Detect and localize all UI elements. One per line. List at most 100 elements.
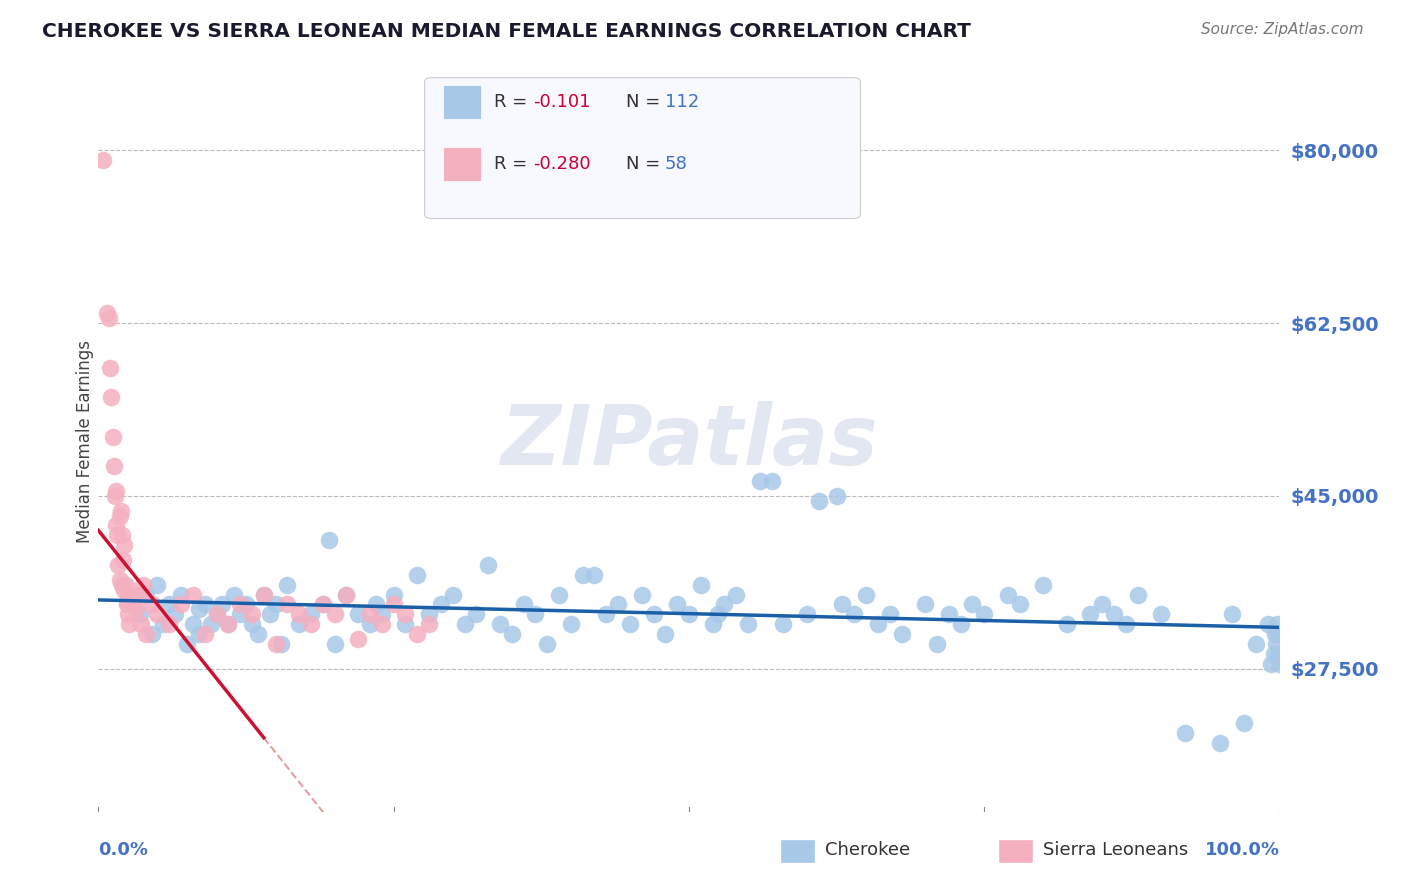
Point [104,489,127,503]
Point [347,607,370,622]
Point [1267,627,1289,641]
Text: CHEROKEE VS SIERRA LEONEAN MEDIAN FEMALE EARNINGS CORRELATION CHART: CHEROKEE VS SIERRA LEONEAN MEDIAN FEMALE… [42,22,972,41]
Point [91,153,114,168]
Point [772,617,794,632]
Point [973,607,995,622]
Text: Cherokee: Cherokee [825,841,911,859]
Point [235,598,257,612]
Text: N =: N = [626,93,665,111]
Text: 58: 58 [665,155,688,173]
Point [122,598,145,612]
Text: ZIPatlas: ZIPatlas [501,401,877,482]
Point [217,617,239,632]
Point [111,577,134,591]
Point [1209,736,1232,750]
Point [276,598,298,612]
Point [135,588,157,602]
Point [1264,627,1286,641]
Point [430,598,453,612]
Point [702,617,724,632]
Point [165,607,187,622]
Point [181,588,204,602]
Text: -0.280: -0.280 [533,155,591,173]
Point [630,588,652,602]
Point [105,483,128,498]
Point [112,538,135,552]
Point [359,617,381,632]
Point [560,617,582,632]
Point [253,588,276,602]
Point [211,598,233,612]
Point [914,598,936,612]
Point [1264,637,1286,651]
Point [477,558,499,572]
Point [796,607,818,622]
Text: Source: ZipAtlas.com: Source: ZipAtlas.com [1201,22,1364,37]
Point [418,617,440,632]
Point [1220,607,1243,622]
Point [725,588,748,602]
Point [323,607,346,622]
Point [170,598,193,612]
Point [217,617,239,632]
Point [465,607,488,622]
Point [117,607,139,622]
Point [115,598,138,612]
Point [347,632,370,646]
Point [1080,607,1102,622]
Point [453,617,475,632]
Point [1126,588,1149,602]
Point [335,588,357,602]
Point [181,617,204,632]
Point [288,607,311,622]
Point [117,588,139,602]
Text: R =: R = [494,93,533,111]
Text: R =: R = [494,155,533,173]
Point [253,588,276,602]
Point [323,637,346,651]
Point [187,627,209,641]
Point [825,489,848,503]
Point [807,493,830,508]
Point [264,598,287,612]
Point [240,607,263,622]
Point [105,528,128,542]
Point [246,627,269,641]
Point [364,598,387,612]
Point [938,607,960,622]
Point [128,588,150,602]
Point [1091,598,1114,612]
Text: -0.101: -0.101 [533,93,591,111]
Point [276,577,298,591]
Point [264,637,287,651]
Point [689,577,711,591]
Point [962,598,984,612]
Point [288,617,311,632]
Point [1032,577,1054,591]
Point [146,607,169,622]
Point [406,627,429,641]
Point [1263,647,1285,661]
Point [831,598,853,612]
Point [205,607,228,622]
Point [111,528,134,542]
Point [110,503,132,517]
Point [1008,598,1031,612]
Point [866,617,889,632]
Point [713,598,735,612]
Point [879,607,901,622]
Point [855,588,877,602]
Point [441,588,464,602]
Point [125,602,148,616]
Point [96,306,118,320]
Point [1115,617,1137,632]
Point [132,577,155,591]
Point [371,607,394,622]
Point [170,588,193,602]
Point [1150,607,1173,622]
Point [512,598,534,612]
Text: 0.0%: 0.0% [98,841,149,859]
Point [312,598,335,612]
Point [890,627,912,641]
Point [157,617,180,632]
